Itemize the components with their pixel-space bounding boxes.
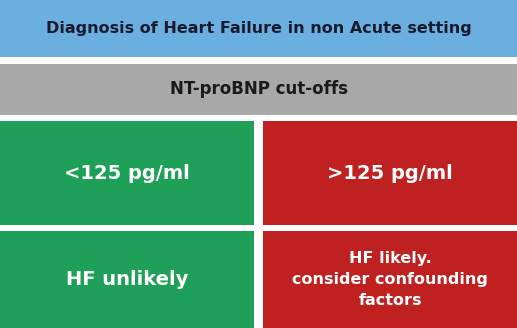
Text: HF likely.
consider confounding
factors: HF likely. consider confounding factors [292,251,488,308]
Bar [263,121,517,225]
Text: NT-proBNP cut-offs: NT-proBNP cut-offs [170,80,347,98]
Bar [0,121,254,225]
Text: Diagnosis of Heart Failure in non Acute setting: Diagnosis of Heart Failure in non Acute … [45,21,472,36]
Text: >125 pg/ml: >125 pg/ml [327,164,453,182]
Bar [0,0,517,57]
Bar [263,231,517,328]
Text: HF unlikely: HF unlikely [66,270,188,289]
Bar [0,64,517,115]
Bar [0,231,254,328]
Text: <125 pg/ml: <125 pg/ml [64,164,190,182]
